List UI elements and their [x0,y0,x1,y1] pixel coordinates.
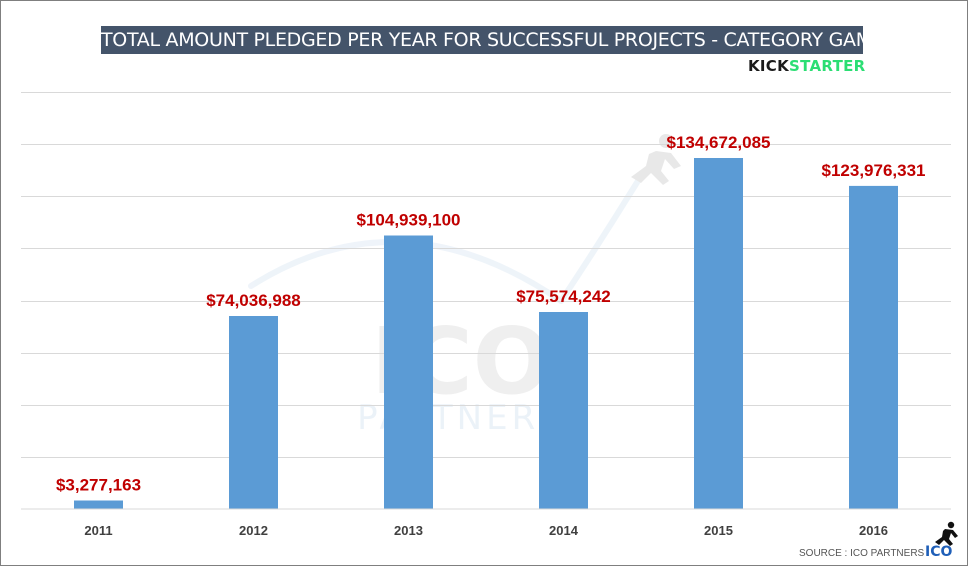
data-label-2011: $3,277,163 [56,476,141,495]
data-label-2016: $123,976,331 [822,161,926,180]
x-tick-2014: 2014 [549,523,579,538]
chart-title: TOTAL AMOUNT PLEDGED PER YEAR FOR SUCCES… [101,26,896,54]
bar-2013 [384,235,433,509]
x-tick-2012: 2012 [239,523,268,538]
gridlines [21,92,951,458]
source-note: SOURCE : ICO PARTNERS [799,548,925,559]
data-label-2015: $134,672,085 [667,133,771,152]
data-label-2013: $104,939,100 [357,211,461,230]
bar-2012 [229,316,278,509]
x-tick-2013: 2013 [394,523,423,538]
x-tick-2011: 2011 [84,523,112,538]
data-labels: $3,277,163 $74,036,988 $104,939,100 $75,574… [56,133,926,495]
kickstarter-logo: KICKSTARTER [748,56,866,76]
x-tick-2016: 2016 [859,523,888,538]
watermark-swoosh-tail [558,173,644,304]
data-label-2012: $74,036,988 [206,291,301,310]
ico-partners-watermark: ICO PARTNERS [248,134,681,438]
ico-logo-text: ICO [925,544,953,560]
x-tick-labels: 2011 2012 2013 2014 2015 2016 [84,523,888,538]
data-label-2014: $75,574,242 [516,287,611,306]
bars [74,158,898,509]
bar-2015 [694,158,743,509]
bar-2011 [74,500,123,509]
bar-2016 [849,185,898,509]
brand-part-starter: STARTER [789,57,866,75]
brand-part-kick: KICK [748,57,790,75]
bar-2014 [539,312,588,509]
x-tick-2015: 2015 [704,523,733,538]
ico-runner-icon [935,521,958,546]
